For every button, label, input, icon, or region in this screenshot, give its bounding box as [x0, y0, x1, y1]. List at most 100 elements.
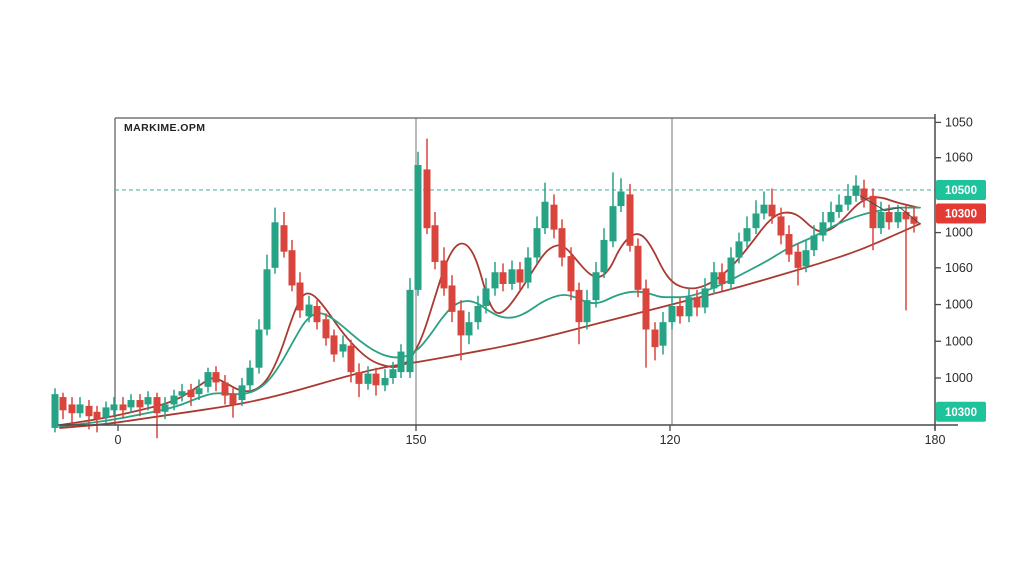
candle	[110, 397, 118, 417]
candle-body	[835, 204, 843, 213]
candle	[414, 151, 422, 296]
candle-body	[102, 407, 110, 418]
candle	[178, 383, 186, 402]
candle-body	[305, 304, 313, 317]
price-badge-bg	[936, 179, 986, 200]
price-tick-label: 1060	[945, 261, 973, 275]
candle	[212, 366, 220, 392]
candle	[406, 278, 414, 378]
candle	[347, 339, 355, 383]
candle	[659, 311, 667, 355]
candle-body	[668, 306, 676, 323]
candle	[894, 204, 902, 229]
candle-body	[144, 397, 152, 405]
candle-body	[592, 272, 600, 301]
candle	[860, 179, 868, 208]
candle	[296, 272, 304, 318]
candle	[609, 172, 617, 248]
candle-body	[153, 397, 161, 414]
candle-body	[339, 344, 347, 352]
candle-body	[885, 212, 893, 223]
candle	[902, 204, 910, 311]
candle-body	[802, 250, 810, 267]
price-tick-label: 1000	[945, 226, 973, 240]
price-badge-label: 10500	[945, 185, 977, 197]
candle	[355, 363, 363, 398]
candle	[668, 295, 676, 330]
candle-body	[533, 228, 541, 258]
candle	[322, 313, 330, 346]
candle-body	[187, 389, 195, 398]
candle	[280, 212, 288, 258]
candle	[743, 216, 751, 248]
ma-mid-teal	[59, 206, 921, 428]
candle	[802, 239, 810, 273]
candle-body	[609, 206, 617, 242]
candle	[465, 311, 473, 345]
candle-body	[440, 260, 448, 289]
candle-body	[474, 306, 482, 323]
candle	[339, 335, 347, 358]
candle-body	[161, 404, 169, 412]
candle	[170, 389, 178, 411]
plot-border	[114, 117, 935, 425]
candle-body	[743, 228, 751, 242]
price-tick-label: 1000	[945, 371, 973, 385]
trend-zigzag	[859, 195, 921, 225]
candle-body	[869, 195, 877, 229]
candle-body	[860, 188, 868, 201]
candle	[617, 178, 625, 213]
candle	[144, 391, 152, 411]
price-badge-bg	[936, 203, 986, 224]
candle	[558, 219, 566, 267]
candle	[727, 247, 735, 290]
candle-body	[195, 388, 203, 395]
candle-body	[583, 300, 591, 323]
candle-body	[877, 212, 885, 229]
candle	[550, 194, 558, 239]
price-badge-up: 10500	[936, 179, 986, 200]
candle	[785, 225, 793, 262]
candle	[651, 322, 659, 361]
candle	[852, 175, 860, 202]
candle-body	[785, 234, 793, 255]
candle-body	[397, 351, 405, 373]
candle	[575, 282, 583, 345]
candle-body	[238, 385, 246, 401]
candle	[431, 212, 439, 270]
candle	[533, 216, 541, 264]
candle-body	[659, 322, 667, 346]
candle	[885, 204, 893, 230]
candle	[634, 238, 642, 298]
candle-body	[204, 372, 212, 387]
candle	[423, 138, 431, 235]
candle	[364, 366, 372, 390]
candle-body	[482, 288, 490, 307]
candle-body	[516, 269, 524, 283]
candle-body	[178, 391, 186, 396]
time-tick-label: 180	[925, 433, 946, 447]
candle-body	[810, 235, 818, 251]
candle	[51, 388, 59, 433]
candle-body	[322, 319, 330, 339]
candle	[794, 244, 802, 286]
candle	[685, 288, 693, 323]
candle-body	[701, 288, 709, 308]
candle-body	[229, 394, 237, 405]
candle	[752, 200, 760, 235]
time-axis: 0 150 120 180	[58, 424, 958, 447]
candle-body	[894, 212, 902, 223]
candle-body	[819, 222, 827, 236]
candle-body	[617, 191, 625, 207]
symbol-title: MARKIME.OPM	[124, 122, 206, 134]
candle	[482, 278, 490, 314]
candle-body	[347, 345, 355, 373]
candle-body	[271, 222, 279, 268]
price-tick-label: 1000	[945, 298, 973, 312]
candle	[457, 300, 465, 361]
candle	[448, 275, 456, 323]
candle-body	[288, 250, 296, 286]
candle-body	[902, 212, 910, 220]
candle-body	[68, 404, 76, 414]
